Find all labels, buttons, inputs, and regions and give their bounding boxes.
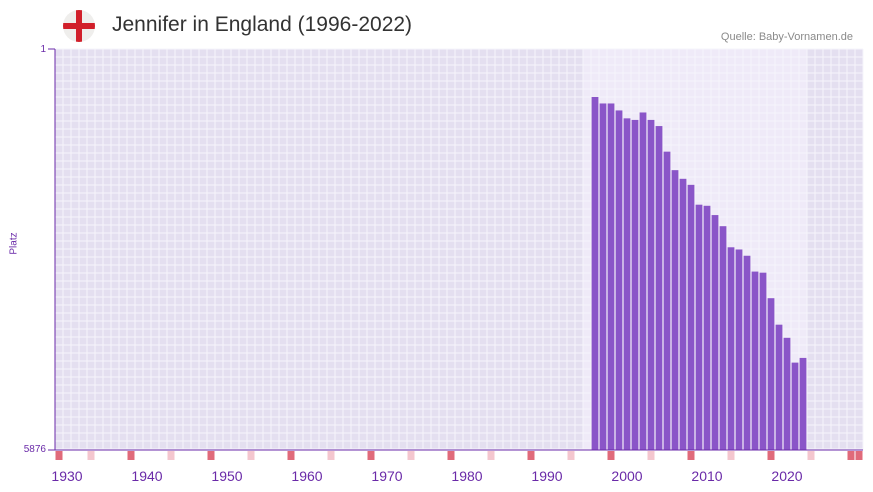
year-marker-2028 <box>847 451 855 460</box>
x-tick-label-1980: 1980 <box>451 468 482 484</box>
bar-2012 <box>719 226 727 450</box>
bar-1999 <box>615 110 623 451</box>
year-marker-2023 <box>807 451 815 460</box>
bar-2005 <box>663 151 671 450</box>
bar-2010 <box>703 205 711 450</box>
year-marker-1943 <box>167 451 175 460</box>
bar-2002 <box>639 112 647 450</box>
bar-2018 <box>767 298 775 450</box>
x-tick-label-1950: 1950 <box>211 468 242 484</box>
bar-2003 <box>647 119 655 451</box>
bar-2014 <box>735 249 743 450</box>
bar-2001 <box>631 119 639 451</box>
x-tick-label-1940: 1940 <box>131 468 162 484</box>
bar-1996 <box>591 96 599 450</box>
year-marker-1973 <box>407 451 415 460</box>
year-marker-2008 <box>687 451 695 460</box>
bar-2017 <box>759 272 767 450</box>
bar-2011 <box>711 215 719 450</box>
year-marker-2013 <box>727 451 735 460</box>
year-marker-1958 <box>287 451 295 460</box>
y-tick-top: 1 <box>40 44 46 55</box>
year-marker-1953 <box>247 451 255 460</box>
england-flag-icon <box>63 10 95 42</box>
bar-2013 <box>727 247 735 450</box>
year-marker-1929 <box>55 451 63 460</box>
year-marker-2018 <box>767 451 775 460</box>
bar-2004 <box>655 126 663 451</box>
year-marker-1993 <box>567 451 575 460</box>
bar-1998 <box>607 103 615 450</box>
year-marker-2029 <box>855 451 863 460</box>
year-marker-2003 <box>647 451 655 460</box>
year-marker-1968 <box>367 451 375 460</box>
year-marker-1963 <box>327 451 335 460</box>
bar-2000 <box>623 118 631 450</box>
year-marker-1988 <box>527 451 535 460</box>
bar-2009 <box>695 204 703 450</box>
bar-2015 <box>743 255 751 450</box>
x-tick-label-1960: 1960 <box>291 468 322 484</box>
year-marker-1978 <box>447 451 455 460</box>
year-marker-1938 <box>127 451 135 460</box>
bar-2021 <box>791 362 799 450</box>
year-marker-1948 <box>207 451 215 460</box>
bar-1997 <box>599 103 607 450</box>
bar-2020 <box>783 337 791 450</box>
y-tick-bottom: 5876 <box>23 444 46 455</box>
x-tick-label-1990: 1990 <box>531 468 562 484</box>
x-tick-label-1930: 1930 <box>51 468 82 484</box>
bar-2016 <box>751 271 759 450</box>
source-credit[interactable]: Quelle: Baby-Vornamen.de <box>720 31 853 43</box>
year-marker-1998 <box>607 451 615 460</box>
bar-2008 <box>687 184 695 451</box>
x-tick-label-2020: 2020 <box>771 468 802 484</box>
bar-2006 <box>671 170 679 450</box>
x-tick-label-1970: 1970 <box>371 468 402 484</box>
year-marker-1983 <box>487 451 495 460</box>
bar-2019 <box>775 324 783 450</box>
x-tick-label-2000: 2000 <box>611 468 642 484</box>
year-marker-1933 <box>87 451 95 460</box>
bar-2007 <box>679 178 687 451</box>
bar-2022 <box>799 357 807 450</box>
x-tick-label-2010: 2010 <box>691 468 722 484</box>
chart-title: Jennifer in England (1996-2022) <box>112 13 413 36</box>
